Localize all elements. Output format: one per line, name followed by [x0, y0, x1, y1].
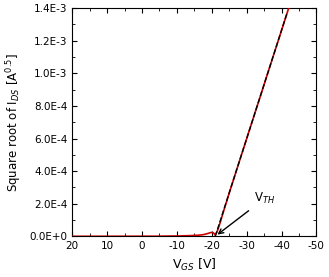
- Text: V$_{TH}$: V$_{TH}$: [219, 191, 275, 234]
- X-axis label: V$_{GS}$ [V]: V$_{GS}$ [V]: [172, 257, 216, 273]
- Y-axis label: Square root of I$_{DS}$ [A$^{0.5}$]: Square root of I$_{DS}$ [A$^{0.5}$]: [4, 53, 24, 192]
